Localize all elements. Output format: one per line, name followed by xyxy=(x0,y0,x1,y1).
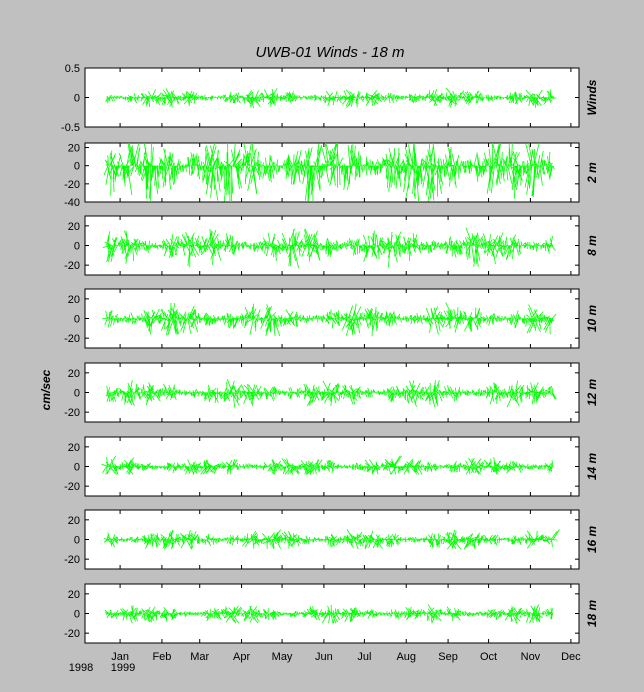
y-tick-label: -40 xyxy=(64,197,80,209)
y-tick-label: 0 xyxy=(74,314,80,326)
x-tick-label: Aug xyxy=(396,651,416,663)
y-tick-label: 0 xyxy=(74,161,80,173)
panel-4: 20 0 -20 10 m xyxy=(64,288,599,349)
panel-label: 2 m xyxy=(585,162,599,184)
panel-label: 18 m xyxy=(585,599,599,627)
series-panel-3 xyxy=(102,227,556,269)
series-panel-5 xyxy=(105,379,557,408)
panel-3: 20 0 -20 8 m xyxy=(64,215,599,276)
x-tick-label: Jul xyxy=(357,651,371,663)
panel-label: 10 m xyxy=(585,304,599,332)
y-axis-label: cm/sec xyxy=(39,369,53,410)
x-axis-year-start: 1998 xyxy=(69,662,93,674)
x-axis-year-end: 1999 xyxy=(111,662,135,674)
x-tick-label: Nov xyxy=(521,651,541,663)
y-tick-label: 20 xyxy=(68,143,80,155)
y-tick-label: 20 xyxy=(68,589,80,601)
panel-7: 20 0 -20 16 m xyxy=(64,509,599,570)
y-tick-label: 20 xyxy=(68,368,80,380)
panel-8: 20 0 -20 18 m xyxy=(64,583,599,644)
x-tick-label: Oct xyxy=(480,651,497,663)
series-panel-2 xyxy=(103,143,555,202)
panel-label: Winds xyxy=(585,79,599,115)
panel-2: 20 0 -20 -40 2 m xyxy=(64,142,599,209)
y-tick-label: 0.5 xyxy=(65,63,80,75)
y-tick-label: -20 xyxy=(64,481,80,493)
y-tick-label: 20 xyxy=(68,442,80,454)
y-tick-label: -20 xyxy=(64,260,80,272)
x-tick-label: Dec xyxy=(561,651,581,663)
y-tick-label: 20 xyxy=(68,294,80,306)
x-tick-label: Mar xyxy=(190,651,209,663)
y-tick-label: 0 xyxy=(74,388,80,400)
chart-title: UWB-01 Winds - 18 m xyxy=(255,44,404,61)
x-tick-label: Apr xyxy=(233,651,250,663)
panel-1: 0.5 0 -0.5 Winds xyxy=(61,63,599,134)
x-tick-label: Feb xyxy=(152,651,171,663)
series-panel-1 xyxy=(105,87,557,109)
series-panel-8 xyxy=(104,604,554,624)
x-tick-label: May xyxy=(272,651,293,663)
x-tick-label: Jun xyxy=(315,651,333,663)
x-axis: Jan Feb Mar Apr May Jun Jul Aug Sep Oct Nov Dec xyxy=(111,651,581,663)
panel-6: 20 0 -20 14 m xyxy=(64,436,599,497)
y-tick-label: 0 xyxy=(74,93,80,105)
y-tick-label: 0 xyxy=(74,609,80,621)
panel-label: 14 m xyxy=(585,452,599,480)
y-tick-label: 0 xyxy=(74,462,80,474)
series-panel-6 xyxy=(101,455,554,475)
y-tick-label: 0 xyxy=(74,535,80,547)
panel-label: 8 m xyxy=(585,235,599,256)
y-tick-label: 20 xyxy=(68,515,80,527)
y-tick-label: 0 xyxy=(74,241,80,253)
y-tick-label: -20 xyxy=(64,179,80,191)
y-tick-label: -20 xyxy=(64,407,80,419)
x-tick-label: Jan xyxy=(111,651,129,663)
panel-label: 12 m xyxy=(585,378,599,406)
y-tick-label: 20 xyxy=(68,221,80,233)
y-tick-label: -20 xyxy=(64,554,80,566)
series-panel-4 xyxy=(102,302,557,337)
x-tick-label: Sep xyxy=(438,651,458,663)
panel-5: 20 0 -20 12 m xyxy=(64,362,599,423)
y-tick-label: -20 xyxy=(64,333,80,345)
panel-label: 16 m xyxy=(585,525,599,553)
series-panel-7 xyxy=(103,529,560,550)
y-tick-label: -0.5 xyxy=(61,122,80,134)
y-tick-label: -20 xyxy=(64,628,80,640)
panels-group: 0.5 0 -0.5 Winds 20 0 -20 -40 2 m 20 0 -20 8 m 20 0 -20… xyxy=(61,63,599,644)
